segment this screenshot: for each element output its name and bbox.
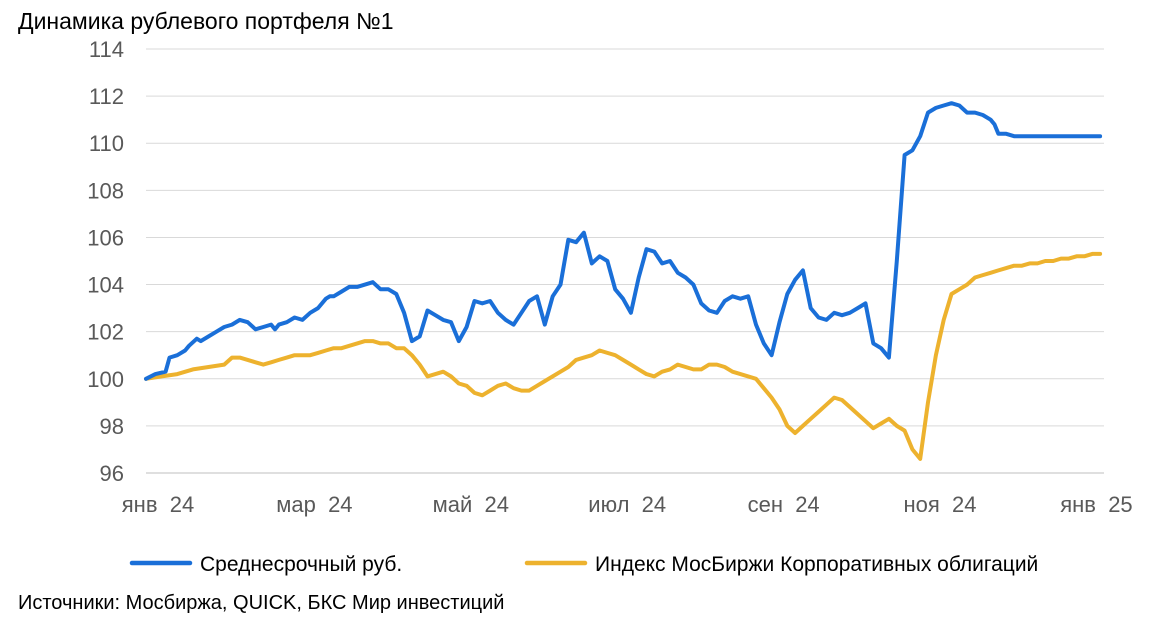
y-tick-label: 98 [100, 414, 124, 439]
y-axis: 96 98 100 102 104 106 108 110 112 114 [87, 37, 124, 486]
grid-lines [146, 48, 1104, 474]
series-line [144, 251, 1103, 461]
y-tick-label: 100 [87, 367, 124, 392]
source-note: Источники: Мосбиржа, QUICK, БКС Мир инве… [18, 592, 505, 614]
chart-title: Динамика рублевого портфеля №1 [18, 8, 394, 34]
y-tick-label: 104 [87, 273, 124, 298]
legend-label: Индекс МосБиржи Корпоративных облигаций [595, 553, 1038, 576]
x-tick-label: ноя 24 [904, 492, 977, 517]
series-lines [144, 101, 1103, 461]
x-tick-label: июл 24 [588, 492, 666, 517]
series-line [144, 101, 1103, 381]
y-tick-label: 114 [89, 37, 124, 62]
y-tick-label: 108 [87, 178, 124, 203]
x-tick-label: май 24 [433, 492, 509, 517]
legend-label: Среднесрочный руб. [200, 553, 402, 576]
legend: Среднесрочный руб. Индекс МосБиржи Корпор… [129, 553, 1038, 576]
x-tick-label: янв 24 [122, 492, 194, 517]
y-tick-label: 96 [100, 461, 124, 486]
x-tick-label: янв 25 [1060, 492, 1132, 517]
x-tick-label: мар 24 [276, 492, 352, 517]
y-tick-label: 112 [89, 84, 124, 109]
y-tick-label: 102 [87, 320, 124, 345]
y-tick-label: 106 [87, 225, 124, 250]
x-tick-label: сен 24 [748, 492, 820, 517]
y-tick-label: 110 [89, 131, 124, 156]
x-axis: янв 24 мар 24 май 24 июл 24 сен 24 ноя 24 янв … [122, 472, 1133, 517]
